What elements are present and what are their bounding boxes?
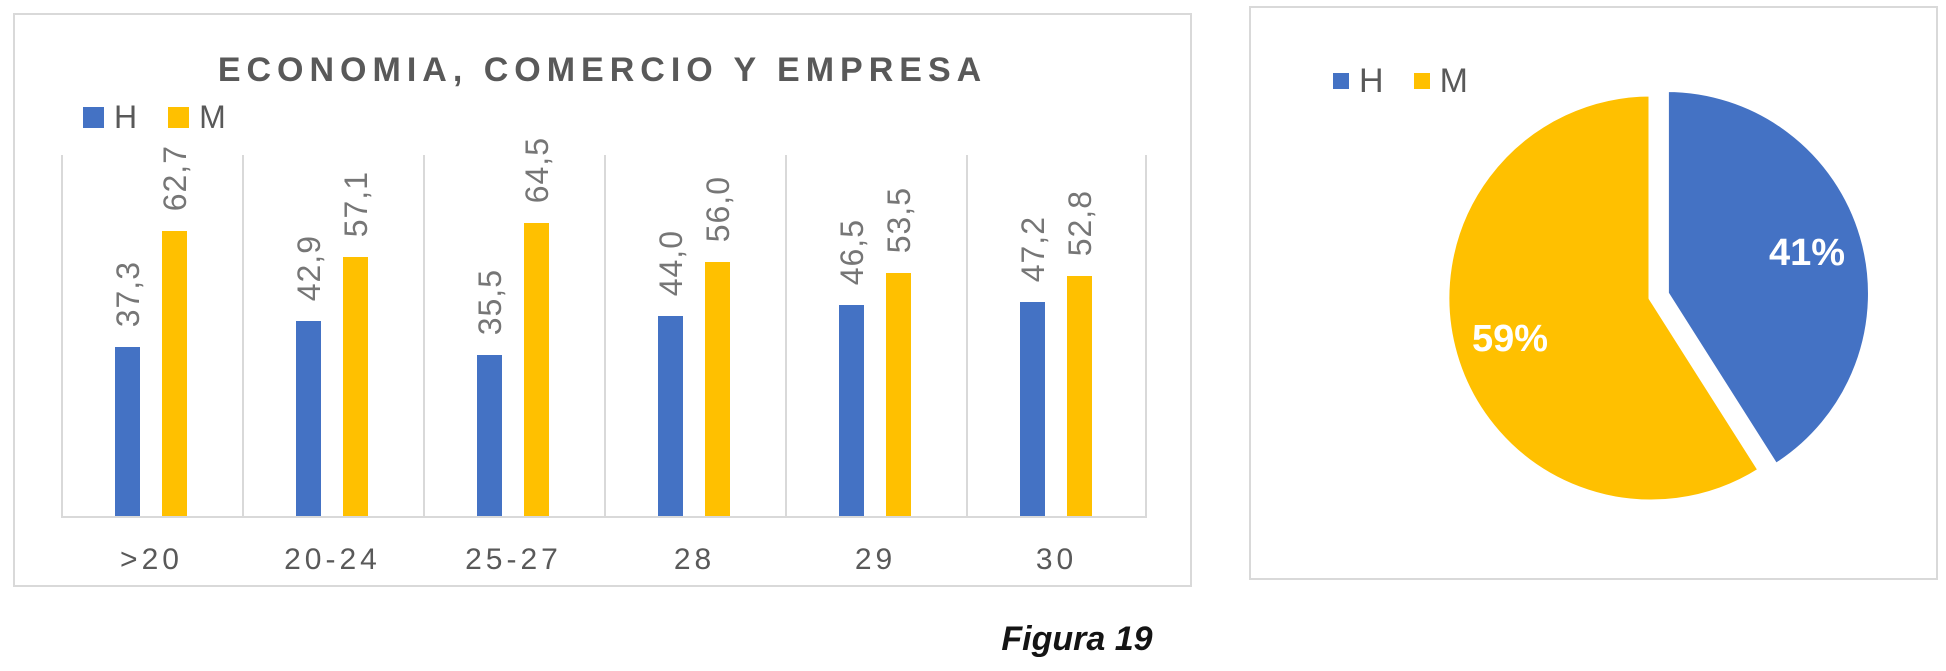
bar-value-label: 64,5 [518, 136, 555, 203]
x-axis-label: 25-27 [465, 543, 562, 576]
bar-M-29 [886, 273, 911, 516]
pie-chart: 41% 59% [1444, 87, 1873, 505]
bar-value-label: 37,3 [109, 260, 146, 327]
legend-item-h: H [83, 101, 137, 133]
legend-label-m: M [1439, 62, 1468, 100]
pie-chart-legend: H M [1333, 64, 1468, 98]
bar-value-label: 56,0 [699, 175, 736, 242]
pie-slice-label-H: 41% [1769, 232, 1845, 274]
bar-M-30 [1067, 276, 1092, 516]
x-axis-label: 29 [854, 543, 897, 576]
bar-chart-legend: H M [83, 101, 226, 133]
bar-value-label: 42,9 [290, 234, 327, 301]
x-axis-line [61, 516, 1147, 518]
pie-chart-panel: H M 41% 59% [1249, 6, 1938, 580]
bar-M-25-27 [524, 223, 549, 516]
x-axis-label: >20 [120, 543, 183, 576]
legend-swatch-m-icon [168, 106, 190, 128]
bar-H->20 [115, 347, 140, 516]
legend-swatch-m-icon [1413, 73, 1430, 89]
plot-gridline [61, 155, 63, 518]
bar-value-label: 46,5 [833, 218, 870, 285]
plot-gridline [604, 155, 606, 518]
bar-H-29 [839, 305, 864, 516]
x-axis-label: 28 [673, 543, 716, 576]
plot-gridline [1145, 155, 1147, 518]
bar-plot-area: >20 20-24 25-27 28 29 30 37,3 42,9 35,5 44,0 46,5 4… [61, 137, 1147, 576]
legend-label-m: M [199, 99, 226, 135]
legend-label-h: H [114, 99, 138, 135]
bar-value-label: 44,0 [652, 229, 689, 296]
legend-swatch-h-icon [83, 106, 104, 128]
plot-gridline [423, 155, 425, 518]
bar-H-28 [658, 316, 683, 516]
figure-caption: Figura 19 [1001, 620, 1153, 658]
bar-chart-panel: ECONOMIA, COMERCIO Y EMPRESA H M >20 20-2… [13, 13, 1192, 587]
bar-M-28 [705, 262, 730, 516]
pie-slice-label-M: 59% [1472, 318, 1548, 360]
plot-gridline [966, 155, 968, 518]
x-axis-label: 20-24 [284, 543, 381, 576]
bar-M-20-24 [343, 257, 368, 516]
bar-value-label: 47,2 [1014, 215, 1051, 282]
bar-value-label: 53,5 [880, 186, 917, 253]
plot-gridline [242, 155, 244, 518]
bar-M->20 [162, 231, 187, 516]
legend-item-m: M [168, 101, 226, 133]
legend-item-h: H [1333, 64, 1384, 98]
bar-H-30 [1020, 302, 1045, 516]
bar-value-label: 52,8 [1061, 189, 1098, 256]
pie-slice-H [1663, 87, 1873, 469]
pie-slice-M [1444, 91, 1763, 505]
x-axis-label: 30 [1035, 543, 1078, 576]
bar-value-label: 57,1 [337, 170, 374, 237]
legend-item-m: M [1413, 62, 1468, 100]
legend-swatch-h-icon [1333, 73, 1349, 89]
legend-label-h: H [1359, 62, 1384, 100]
bar-H-25-27 [477, 355, 502, 516]
plot-gridline [785, 155, 787, 518]
bar-chart-title: ECONOMIA, COMERCIO Y EMPRESA [217, 51, 988, 89]
bar-value-label: 62,7 [156, 144, 193, 211]
bar-H-20-24 [296, 321, 321, 516]
bar-value-label: 35,5 [471, 268, 508, 335]
